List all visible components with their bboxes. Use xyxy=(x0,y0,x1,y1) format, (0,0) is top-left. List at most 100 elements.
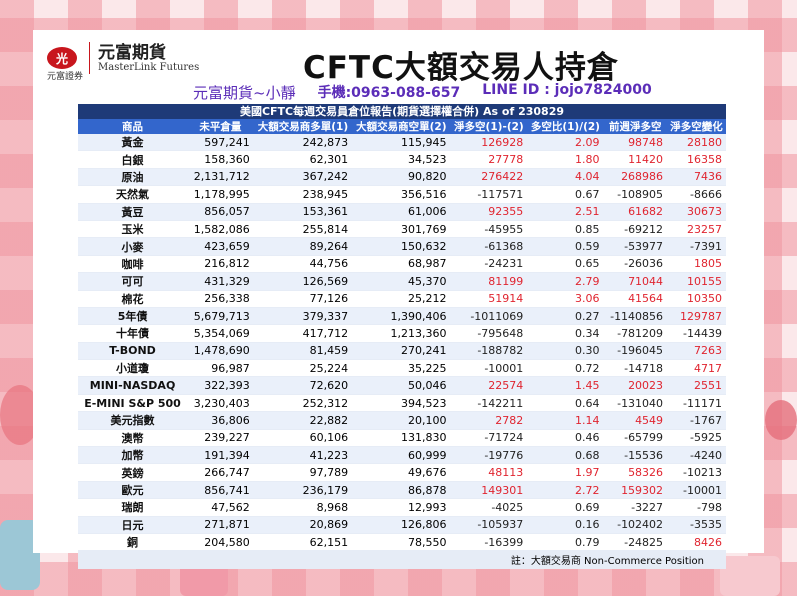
table-cell: -8666 xyxy=(667,185,726,204)
col-header: 大額交易商空單(2) xyxy=(352,119,451,134)
table-row: 十年債 5,354,069 417,712 1,213,360 -795648 0.34-… xyxy=(78,324,726,343)
table-cell: 271,871 xyxy=(187,516,254,534)
table-cell: 27778 xyxy=(450,150,528,169)
table-row: 白銀 158,360 62,301 34,523 27778 1.80 11420 16358 xyxy=(78,150,726,169)
table-cell: -24231 xyxy=(450,255,528,274)
table-cell: -45955 xyxy=(450,220,528,239)
table-cell: -117571 xyxy=(450,185,528,204)
col-header: 淨多空變化 xyxy=(667,119,726,134)
table-cell: -5925 xyxy=(667,429,726,448)
table-cell: -1011069 xyxy=(450,307,528,326)
table-row: 棉花 256,338 77,126 25,212 51914 3.06 41564 10350 xyxy=(78,290,726,308)
table-cell: 36,806 xyxy=(187,411,254,430)
table-cell: 856,741 xyxy=(187,481,254,500)
contact-name: 元富期貨~小靜 xyxy=(193,84,296,102)
table-cell: 115,945 xyxy=(352,134,451,152)
table-cell: 3,230,403 xyxy=(187,394,254,413)
table-cell: 597,241 xyxy=(187,134,254,152)
col-header: 前週淨多空 xyxy=(603,119,668,134)
table-cell: 49,676 xyxy=(352,463,451,482)
table-cell: 0.34 xyxy=(527,324,604,343)
table-cell: 431,329 xyxy=(187,272,254,291)
table-cell: 4.04 xyxy=(527,168,604,187)
table-cell: 126928 xyxy=(450,134,528,152)
table-cell: 255,814 xyxy=(253,220,353,239)
cftc-table: 美國CFTC每週交易員倉位報告(期貨選擇權合併) As of 230829 商品… xyxy=(78,104,726,570)
table-row: 咖啡 216,812 44,756 68,987 -24231 0.65 -26036 180… xyxy=(78,255,726,274)
table-cell: 44,756 xyxy=(253,255,353,274)
table-cell: 20,869 xyxy=(253,516,353,534)
table-cell: -131040 xyxy=(603,394,668,413)
table-cell: 236,179 xyxy=(253,481,353,500)
table-cell: 8,968 xyxy=(253,498,353,517)
decor-flower-right xyxy=(765,400,797,440)
table-cell: 22,882 xyxy=(253,411,353,430)
table-cell: 51914 xyxy=(450,290,528,308)
table-row: 美元指數 36,806 22,882 20,100 2782 1.14 4549 -1767 xyxy=(78,411,726,430)
brand-logo: 光 元富證券 元富期貨 MasterLink Futures xyxy=(47,42,200,82)
table-cell: 7436 xyxy=(667,168,726,187)
logo-divider xyxy=(89,42,90,74)
table-cell: 61682 xyxy=(603,203,668,221)
table-cell: 0.64 xyxy=(527,394,604,413)
table-cell: 158,360 xyxy=(187,150,254,169)
table-row: 日元 271,871 20,869 126,806 -105937 0.16 -102402… xyxy=(78,516,726,534)
table-cell: 0.59 xyxy=(527,237,604,256)
contact-line-id: LINE ID : jojo7824000 xyxy=(482,82,652,98)
table-cell: -1140856 xyxy=(603,307,668,326)
table-cell: 30673 xyxy=(667,203,726,221)
table-cell: 7263 xyxy=(667,342,726,361)
table-cell: -65799 xyxy=(603,429,668,448)
table-cell: 0.85 xyxy=(527,220,604,239)
table-row: MINI-NASDAQ 322,393 72,620 50,046 22574 1.45 2… xyxy=(78,376,726,395)
table-row: 黃金 597,241 242,873 115,945 126928 2.09 98748 28… xyxy=(78,134,726,152)
commodity-name: 可可 xyxy=(78,272,188,291)
commodity-name: 小道瓊 xyxy=(78,359,188,378)
table-cell: 5,679,713 xyxy=(187,307,254,326)
table-cell: 1,178,995 xyxy=(187,185,254,204)
table-cell: 1,213,360 xyxy=(352,324,451,343)
table-cell: -781209 xyxy=(603,324,668,343)
table-cell: 266,747 xyxy=(187,463,254,482)
report-card: 光 元富證券 元富期貨 MasterLink Futures CFTC大額交易人… xyxy=(33,30,764,570)
table-cell: -188782 xyxy=(450,342,528,361)
table-cell: 23257 xyxy=(667,220,726,239)
table-cell: 4549 xyxy=(603,411,668,430)
table-cell: 2,131,712 xyxy=(187,168,254,187)
table-row: 瑞朗 47,562 8,968 12,993 -4025 0.69 -3227 -798 xyxy=(78,498,726,517)
commodity-name: 5年債 xyxy=(78,307,188,326)
table-cell: 301,769 xyxy=(352,220,451,239)
table-cell: 238,945 xyxy=(253,185,353,204)
table-cell: -3227 xyxy=(603,498,668,517)
commodity-name: 天然氣 xyxy=(78,185,188,204)
col-header: 商品 xyxy=(78,119,188,134)
table-row: 黃豆 856,057 153,361 61,006 92355 2.51 61682 3067… xyxy=(78,203,726,221)
table-cell: 35,225 xyxy=(352,359,451,378)
table-cell: 11420 xyxy=(603,150,668,169)
brand-name-en: MasterLink Futures xyxy=(98,61,200,73)
table-row: 銅 204,580 62,151 78,550 -16399 0.79 -24825 8426 xyxy=(78,533,726,552)
table-cell: 0.46 xyxy=(527,429,604,448)
table-cell: 2782 xyxy=(450,411,528,430)
commodity-name: 咖啡 xyxy=(78,255,188,274)
table-cell: 131,830 xyxy=(352,429,451,448)
table-cell: 2.09 xyxy=(527,134,604,152)
table-cell: 0.79 xyxy=(527,533,604,552)
table-cell: -14439 xyxy=(667,324,726,343)
col-header: 大額交易商多單(1) xyxy=(253,119,353,134)
table-cell: 61,006 xyxy=(352,203,451,221)
table-row: 5年債 5,679,713 379,337 1,390,406 -1011069 0.27… xyxy=(78,307,726,326)
table-cell: -798 xyxy=(667,498,726,517)
table-cell: 856,057 xyxy=(187,203,254,221)
table-cell: 153,361 xyxy=(253,203,353,221)
contact-phone: 手機:0963-088-657 xyxy=(317,85,461,101)
table-row: 玉米 1,582,086 255,814 301,769 -45955 0.85 -6921… xyxy=(78,220,726,239)
col-header: 多空比(1)/(2) xyxy=(527,119,604,134)
table-row: 英鎊 266,747 97,789 49,676 48113 1.97 58326 -1021… xyxy=(78,463,726,482)
table-cell: 191,394 xyxy=(187,446,254,465)
table-cell: 1.45 xyxy=(527,376,604,395)
table-cell: 1,478,690 xyxy=(187,342,254,361)
commodity-name: MINI-NASDAQ xyxy=(78,376,188,395)
table-cell: 60,106 xyxy=(253,429,353,448)
table-cell: 41,223 xyxy=(253,446,353,465)
